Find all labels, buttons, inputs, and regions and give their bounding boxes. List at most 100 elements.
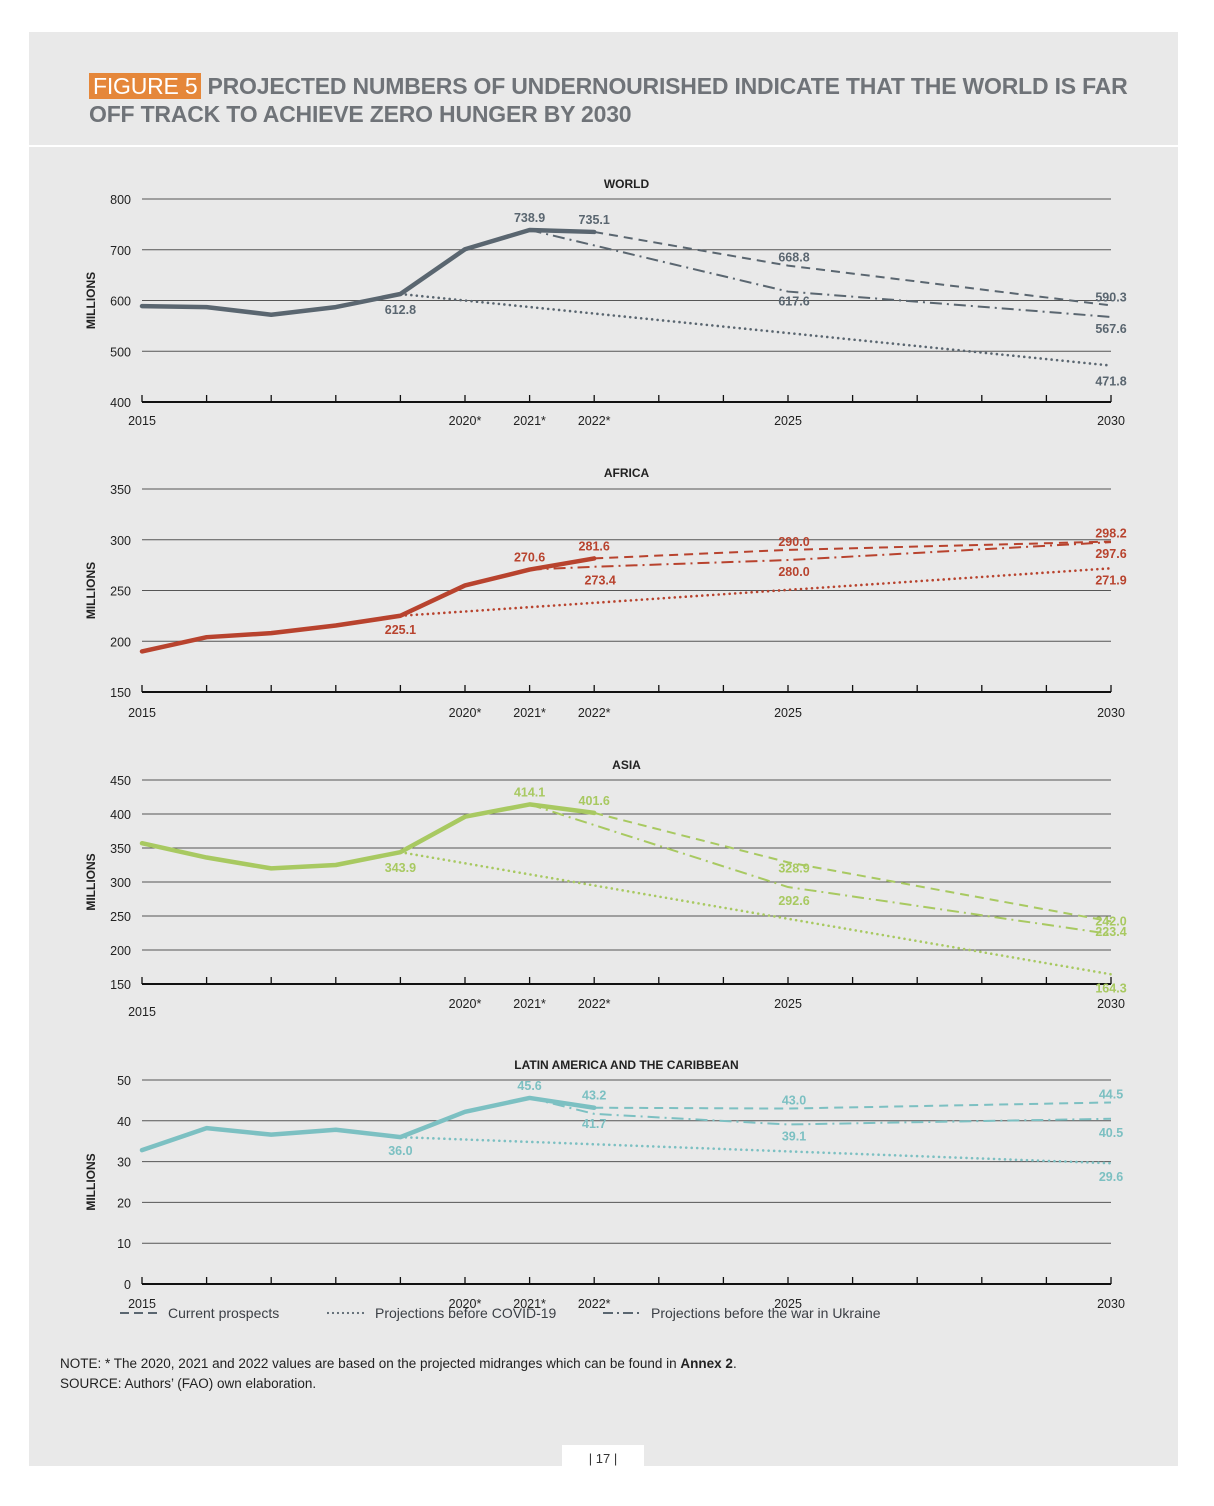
x-tick-label: 2030	[1097, 706, 1125, 720]
y-axis-label: MILLIONS	[84, 1153, 98, 1210]
legend-label: Current prospects	[168, 1305, 280, 1321]
data-label: 297.6	[1095, 547, 1126, 561]
y-tick-label: 450	[110, 774, 131, 788]
x-tick-label: 2022*	[578, 414, 611, 428]
data-label: 292.6	[778, 894, 809, 908]
series-dotted-line	[399, 566, 1113, 618]
series-dashed-line	[594, 540, 1112, 560]
historical-line	[139, 227, 597, 317]
x-tick-label: 2015	[128, 1005, 156, 1019]
chart-africa: AFRICA 150 200 250 300 350 MILLIONS 2015 2020* 20…	[84, 466, 1127, 720]
data-label: 414.1	[514, 785, 545, 799]
data-label: 225.1	[385, 623, 416, 637]
x-tick-label: 2015	[128, 706, 156, 720]
data-label: 39.1	[782, 1129, 806, 1143]
note-text: NOTE: * The 2020, 2021 and 2022 values a…	[60, 1354, 737, 1374]
y-tick-label: 700	[110, 244, 131, 258]
legend-label: Projections before the war in Ukraine	[651, 1305, 881, 1321]
x-tick-label: 2022*	[578, 1297, 611, 1311]
data-label: 43.2	[582, 1089, 606, 1103]
data-label: 298.2	[1095, 527, 1126, 541]
x-tick-label: 2030	[1097, 997, 1125, 1011]
historical-line	[139, 1095, 597, 1153]
x-tick-label: 2021*	[513, 1297, 546, 1311]
figure-note: NOTE: * The 2020, 2021 and 2022 values a…	[60, 1354, 737, 1394]
y-axis-label: MILLIONS	[84, 853, 98, 910]
y-tick-label: 20	[117, 1196, 131, 1210]
x-tick-label: 2025	[774, 1297, 802, 1311]
data-label: 270.6	[514, 551, 545, 565]
data-label: 590.3	[1095, 290, 1126, 304]
x-tick-label: 2020*	[449, 997, 482, 1011]
x-tick-label: 2030	[1097, 1297, 1125, 1311]
data-label: 29.6	[1099, 1170, 1123, 1184]
data-label: 343.9	[385, 861, 416, 875]
chart-title: LATIN AMERICA AND THE CARIBBEAN	[514, 1058, 738, 1072]
legend-before-ukraine-war: Projections before the war in Ukraine	[603, 1302, 881, 1324]
data-label: 735.1	[579, 213, 610, 227]
y-tick-label: 250	[110, 910, 131, 924]
data-label: 45.6	[517, 1079, 541, 1093]
y-tick-label: 600	[110, 295, 131, 309]
x-tick-label: 2021*	[513, 997, 546, 1011]
x-tick-label: 2030	[1097, 414, 1125, 428]
y-tick-label: 30	[117, 1156, 131, 1170]
figure-panel: FIGURE 5 PROJECTED NUMBERS OF UNDERNOURIS…	[29, 32, 1178, 1466]
y-tick-label: 350	[110, 842, 131, 856]
data-label: 668.8	[778, 251, 809, 265]
note-prefix: NOTE: * The 2020, 2021 and 2022 values a…	[60, 1356, 681, 1371]
figure-title-text: PROJECTED NUMBERS OF UNDERNOURISHED INDI…	[89, 73, 1128, 127]
data-label: 242.0	[1095, 914, 1126, 928]
data-label: 738.9	[514, 211, 545, 225]
source-text: SOURCE: Authors’ (FAO) own elaboration.	[60, 1376, 317, 1391]
data-label: 281.6	[579, 539, 610, 553]
chart-title: WORLD	[604, 177, 650, 191]
chart-asia: ASIA 150 200 250 300 350 400 450 MILLIONS 2015 202…	[84, 758, 1127, 1019]
series-dashdot-line	[529, 541, 1112, 571]
x-tick-label: 2022*	[578, 706, 611, 720]
data-label: 471.8	[1095, 375, 1126, 389]
data-label: 43.0	[782, 1094, 806, 1108]
y-tick-label: 150	[110, 686, 131, 700]
figure-title: FIGURE 5 PROJECTED NUMBERS OF UNDERNOURIS…	[89, 72, 1149, 128]
figure-header: FIGURE 5 PROJECTED NUMBERS OF UNDERNOURIS…	[29, 32, 1178, 147]
y-tick-label: 150	[110, 978, 131, 992]
data-label: 164.3	[1095, 981, 1126, 995]
series-dashed-line	[594, 230, 1112, 307]
y-tick-label: 40	[117, 1115, 131, 1129]
legend-current-prospects: Current prospects	[120, 1302, 279, 1324]
x-tick-label: 2025	[774, 414, 802, 428]
data-label: 617.6	[778, 295, 809, 309]
series-dashed-line	[593, 811, 1112, 923]
data-label: 328.9	[778, 861, 809, 875]
y-tick-label: 350	[110, 483, 131, 497]
series-dotted-line	[399, 292, 1113, 367]
data-label: 273.4	[585, 574, 616, 588]
dashed-line-icon	[120, 1312, 160, 1314]
data-label: 271.9	[1095, 573, 1126, 587]
y-tick-label: 200	[110, 944, 131, 958]
data-label: 44.5	[1099, 1087, 1123, 1101]
historical-line	[139, 556, 597, 654]
y-tick-label: 300	[110, 534, 131, 548]
x-tick-label: 2020*	[449, 706, 482, 720]
x-tick-label: 2015	[128, 1297, 156, 1311]
x-tick-label: 2022*	[578, 997, 611, 1011]
x-tick-label: 2025	[774, 997, 802, 1011]
y-tick-label: 50	[117, 1074, 131, 1088]
y-tick-label: 400	[110, 396, 131, 410]
page-number: | 17 |	[562, 1445, 644, 1473]
y-axis-label: MILLIONS	[84, 562, 98, 619]
x-tick-label: 2021*	[513, 706, 546, 720]
x-tick-label: 2021*	[513, 414, 546, 428]
x-tick-label: 2020*	[449, 414, 482, 428]
historical-line	[139, 802, 597, 871]
chart-title: ASIA	[612, 758, 641, 772]
y-tick-label: 800	[110, 193, 131, 207]
series-dashdot-line	[529, 1096, 1112, 1126]
annex-link[interactable]: Annex 2	[680, 1356, 733, 1371]
legend-before-covid: Projections before COVID-19	[327, 1302, 556, 1324]
data-label: 612.8	[385, 303, 416, 317]
note-suffix: .	[732, 1356, 737, 1371]
